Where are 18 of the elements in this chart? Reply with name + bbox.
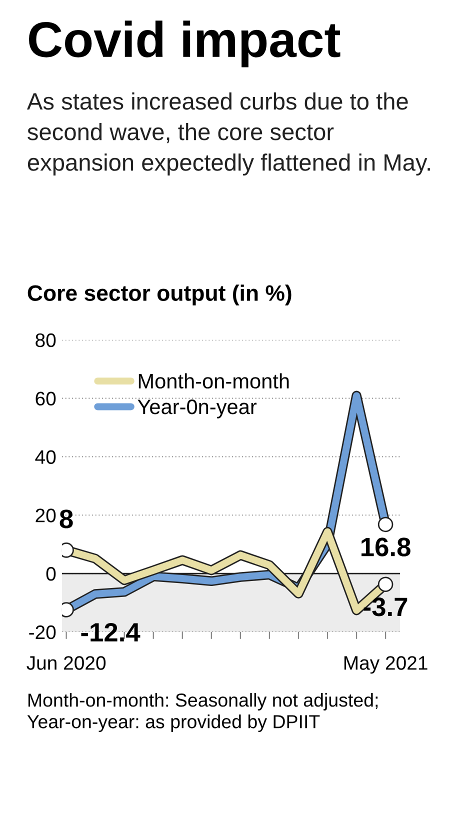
y-tick-label: 40: [35, 450, 56, 464]
chart-subtitle: As states increased curbs due to the second wave, the core sector expansion expectedly flattened in May.: [26, 92, 430, 176]
text: Month-on-month: Seasonally not adjusted; Year-on-year: as provided by DPIIT: [27, 693, 378, 732]
legend-label: Month-on-month: [138, 373, 289, 389]
x-tick-label: May 2021: [344, 656, 428, 674]
y-axis-title: Core sector output (in %): [28, 284, 292, 306]
y-tick-label: 80: [36, 333, 56, 348]
data-label: 16.8: [362, 538, 410, 556]
y-tick-label: -20: [29, 625, 56, 640]
legend-label: Year-0n-year: [138, 399, 257, 418]
y-tick-label: 20: [36, 508, 56, 522]
data-label: -12.4: [81, 622, 140, 642]
data-label: -3.7: [364, 598, 408, 616]
y-tick-label: 60: [36, 392, 56, 406]
chart-title: Covid impact: [28, 20, 340, 68]
x-tick-label: Jun 2020: [26, 656, 106, 670]
y-tick-label: 0: [46, 567, 56, 581]
data-label: 8: [60, 510, 73, 528]
